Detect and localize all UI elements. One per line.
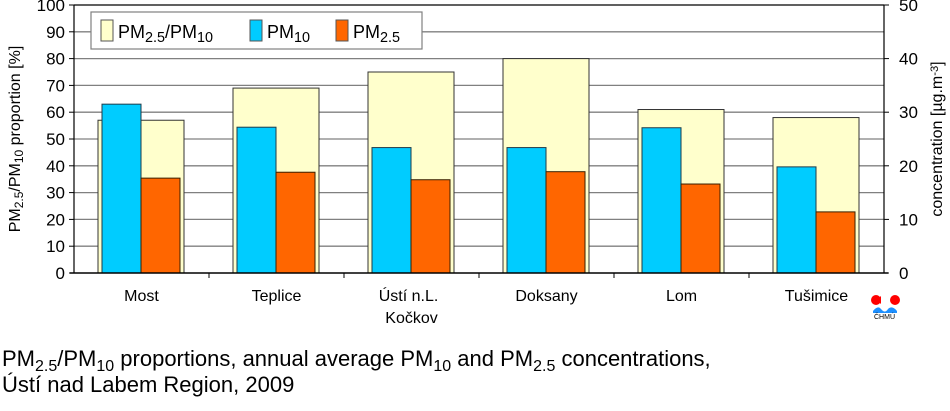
bar-pm25 — [815, 211, 856, 274]
right-tick-label: 50 — [899, 0, 918, 15]
left-tick-label: 80 — [46, 50, 65, 69]
gridlines — [74, 4, 884, 247]
right-axis-title: concentration [µg.m-3] — [929, 61, 946, 216]
caption-line-1: PM2.5/PM10 proportions, annual average P… — [2, 346, 711, 375]
caption-line-2: Ústí nad Labem Region, 2009 — [2, 372, 295, 397]
figure-caption: PM2.5/PM10 proportions, annual average P… — [2, 346, 711, 398]
right-tick-label: 30 — [899, 103, 918, 122]
bar-pm10 — [506, 147, 547, 274]
bar-pm10 — [101, 103, 142, 274]
bars — [97, 58, 860, 274]
chmu-logo-text: ČHMÚ — [874, 314, 895, 321]
legend-swatch — [100, 19, 114, 42]
bar-pm10 — [641, 127, 682, 274]
left-tick-label: 70 — [46, 76, 65, 95]
bar-pm25 — [140, 177, 181, 274]
chmu-logo-icon — [871, 295, 900, 313]
left-tick-label: 50 — [46, 130, 65, 149]
category-label: Teplice — [252, 288, 302, 305]
bar-pm25 — [545, 171, 586, 274]
category-label: Lom — [666, 288, 697, 305]
left-tick-label: 100 — [37, 0, 65, 15]
category-label: Ústí n.L. Kočkov — [379, 286, 439, 327]
right-tick-label: 0 — [899, 264, 908, 283]
right-tick-label: 40 — [899, 50, 918, 69]
legend-swatch — [335, 19, 349, 42]
left-tick-label: 60 — [46, 103, 65, 122]
left-tick-label: 40 — [46, 157, 65, 176]
legend-swatch — [249, 19, 263, 42]
bar-pm10 — [776, 166, 817, 274]
category-labels: Most Teplice Ústí n.L. Kočkov Doksany Lom Tuši… — [124, 286, 848, 327]
left-tick-label: 30 — [46, 184, 65, 203]
left-axis-ticks: 0 10 20 30 40 50 60 70 80 90 100 — [37, 0, 74, 283]
right-tick-label: 20 — [899, 157, 918, 176]
chart: 0 10 20 30 40 50 60 70 80 90 100 0 10 20 30 40 50 Most T… — [7, 0, 946, 327]
category-label: Most — [124, 288, 159, 305]
bar-pm25 — [410, 179, 451, 274]
bar-pm25 — [680, 183, 721, 274]
bar-pm10 — [371, 147, 412, 274]
bar-pm25 — [275, 171, 316, 274]
legend-label: PM10 — [267, 22, 310, 46]
left-tick-label: 10 — [46, 237, 65, 256]
axes — [70, 5, 888, 278]
legend-label: PM2.5/PM10 — [118, 22, 213, 46]
right-axis-ticks: 0 10 20 30 40 50 — [884, 0, 918, 283]
left-tick-label: 0 — [56, 264, 65, 283]
left-tick-label: 20 — [46, 210, 65, 229]
left-axis-title: PM2.5/PM10 proportion [%] — [7, 46, 26, 233]
right-tick-label: 10 — [899, 210, 918, 229]
legend: PM2.5/PM10 PM10 PM2.5 — [90, 11, 423, 50]
bar-pm10 — [236, 126, 277, 274]
chmu-logo: ČHMÚ — [866, 290, 906, 326]
category-label: Tušimice — [785, 288, 849, 305]
category-label: Doksany — [515, 288, 577, 305]
legend-label: PM2.5 — [353, 22, 400, 46]
left-tick-label: 90 — [46, 23, 65, 42]
